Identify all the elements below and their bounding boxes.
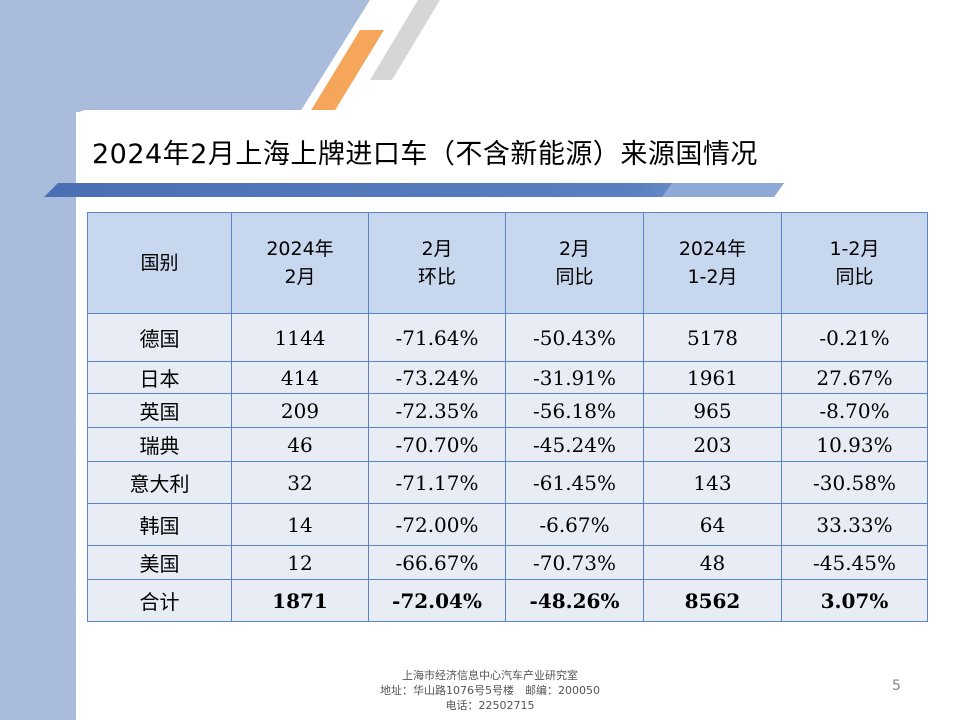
- cell-ytd-volume: 203: [643, 427, 782, 462]
- cell-feb-mom: -73.24%: [368, 361, 506, 394]
- table-header-row: 国别 2024年 2月 2月 环比 2月 同比 2024年 1-2月 1-2月 …: [87, 212, 928, 314]
- footer-organization: 上海市经济信息中心汽车产业研究室: [402, 669, 578, 682]
- cell-feb-yoy: -31.91%: [505, 361, 644, 394]
- header-jan-feb-2024: 2024年 1-2月: [643, 212, 782, 314]
- table-row: 德国 1144 -71.64% -50.43% 5178 -0.21%: [87, 313, 928, 362]
- cell-ytd-volume: 143: [643, 461, 782, 504]
- cell-total-ytd-volume: 8562: [643, 579, 782, 622]
- cell-ytd-volume: 965: [643, 393, 782, 428]
- cell-feb-volume: 32: [231, 461, 369, 504]
- cell-total-ytd-yoy: 3.07%: [781, 579, 928, 622]
- footer-address: 地址：华山路1076号5号楼 邮编：200050: [380, 684, 600, 697]
- cell-feb-yoy: -70.73%: [505, 545, 644, 580]
- cell-total-feb-mom: -72.04%: [368, 579, 506, 622]
- cell-ytd-volume: 1961: [643, 361, 782, 394]
- table-row: 美国 12 -66.67% -70.73% 48 -45.45%: [87, 545, 928, 580]
- title-underline-bar: [44, 183, 784, 197]
- cell-country: 英国: [87, 393, 232, 428]
- cell-total-feb-volume: 1871: [231, 579, 369, 622]
- cell-ytd-volume: 5178: [643, 313, 782, 362]
- cell-feb-yoy: -61.45%: [505, 461, 644, 504]
- table-row: 瑞典 46 -70.70% -45.24% 203 10.93%: [87, 427, 928, 462]
- cell-feb-mom: -72.35%: [368, 393, 506, 428]
- cell-country: 瑞典: [87, 427, 232, 462]
- cell-feb-volume: 46: [231, 427, 369, 462]
- cell-country: 韩国: [87, 503, 232, 546]
- cell-ytd-yoy: -8.70%: [781, 393, 928, 428]
- background-top-shape: [0, 0, 370, 112]
- import-source-table: 国别 2024年 2月 2月 环比 2月 同比 2024年 1-2月 1-2月 …: [87, 212, 928, 622]
- cell-feb-volume: 14: [231, 503, 369, 546]
- header-feb-mom: 2月 环比: [368, 212, 506, 314]
- cell-feb-yoy: -56.18%: [505, 393, 644, 428]
- cell-feb-yoy: -50.43%: [505, 313, 644, 362]
- cell-ytd-volume: 48: [643, 545, 782, 580]
- header-jan-feb-yoy: 1-2月 同比: [781, 212, 928, 314]
- cell-ytd-yoy: -45.45%: [781, 545, 928, 580]
- cell-ytd-yoy: -30.58%: [781, 461, 928, 504]
- cell-feb-mom: -71.64%: [368, 313, 506, 362]
- cell-country: 意大利: [87, 461, 232, 504]
- cell-feb-yoy: -6.67%: [505, 503, 644, 546]
- footer-phone: 电话：22502715: [445, 699, 535, 712]
- cell-feb-mom: -66.67%: [368, 545, 506, 580]
- cell-total-feb-yoy: -48.26%: [505, 579, 644, 622]
- cell-total-label: 合计: [87, 579, 232, 622]
- table-row: 英国 209 -72.35% -56.18% 965 -8.70%: [87, 393, 928, 428]
- cell-feb-volume: 209: [231, 393, 369, 428]
- cell-ytd-yoy: -0.21%: [781, 313, 928, 362]
- cell-feb-yoy: -45.24%: [505, 427, 644, 462]
- table-total-row: 合计 1871 -72.04% -48.26% 8562 3.07%: [87, 579, 928, 622]
- table-row: 意大利 32 -71.17% -61.45% 143 -30.58%: [87, 461, 928, 504]
- header-feb-2024: 2024年 2月: [231, 212, 369, 314]
- background-left-band: [0, 0, 76, 720]
- footer-contact: 上海市经济信息中心汽车产业研究室 地址：华山路1076号5号楼 邮编：20005…: [300, 668, 680, 713]
- cell-feb-volume: 12: [231, 545, 369, 580]
- header-feb-yoy: 2月 同比: [505, 212, 644, 314]
- cell-feb-mom: -70.70%: [368, 427, 506, 462]
- table-row: 日本 414 -73.24% -31.91% 1961 27.67%: [87, 361, 928, 394]
- cell-ytd-volume: 64: [643, 503, 782, 546]
- cell-country: 日本: [87, 361, 232, 394]
- cell-ytd-yoy: 27.67%: [781, 361, 928, 394]
- page-number: 5: [892, 678, 901, 694]
- cell-ytd-yoy: 10.93%: [781, 427, 928, 462]
- header-country: 国别: [87, 212, 232, 314]
- title-underline-accent: [662, 183, 784, 197]
- cell-feb-mom: -71.17%: [368, 461, 506, 504]
- table-row: 韩国 14 -72.00% -6.67% 64 33.33%: [87, 503, 928, 546]
- cell-ytd-yoy: 33.33%: [781, 503, 928, 546]
- cell-country: 德国: [87, 313, 232, 362]
- cell-feb-volume: 414: [231, 361, 369, 394]
- slide-title: 2024年2月上海上牌进口车（不含新能源）来源国情况: [92, 139, 758, 170]
- cell-feb-mom: -72.00%: [368, 503, 506, 546]
- cell-feb-volume: 1144: [231, 313, 369, 362]
- cell-country: 美国: [87, 545, 232, 580]
